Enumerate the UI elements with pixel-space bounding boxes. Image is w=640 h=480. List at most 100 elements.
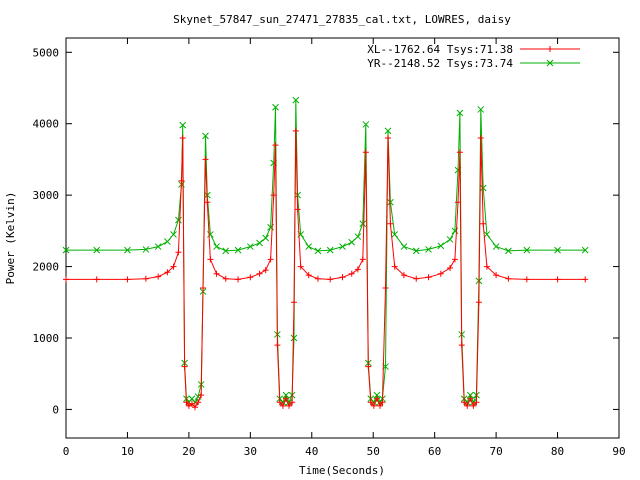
data-point (348, 238, 356, 246)
data-point (379, 399, 386, 406)
data-point (93, 276, 100, 283)
data-point (290, 299, 297, 306)
data-point (142, 246, 150, 253)
data-point (581, 246, 589, 254)
data-point (339, 274, 346, 281)
data-point (200, 285, 207, 291)
data-point (272, 103, 279, 111)
y-tick-label: 4000 (33, 118, 60, 131)
data-point (93, 246, 101, 254)
x-tick-label: 40 (305, 445, 318, 458)
y-axis-label: Power (Kelvin) (4, 192, 17, 285)
y-tick-label: 5000 (33, 46, 60, 59)
data-point (204, 199, 211, 206)
data-point (222, 275, 229, 282)
y-tick-label: 1000 (33, 332, 60, 345)
data-point (289, 399, 296, 406)
legend: XL--1762.64 Tsys:71.38 YR--2148.52 Tsys:… (367, 43, 580, 70)
data-point (198, 392, 205, 399)
data-point (382, 285, 389, 291)
data-point (354, 233, 362, 240)
data-point (400, 243, 408, 250)
y-tick-label: 3000 (33, 189, 60, 202)
data-point (170, 231, 177, 238)
data-point (373, 395, 380, 402)
data-point (247, 274, 254, 281)
x-axis: 0 10 20 30 40 50 60 70 80 90 (63, 38, 626, 458)
data-point (142, 275, 149, 282)
data-point (292, 96, 300, 104)
data-point (554, 246, 561, 254)
data-point (391, 231, 399, 238)
data-point (466, 391, 474, 399)
x-tick-label: 70 (489, 445, 502, 458)
data-point (437, 270, 444, 277)
data-point (282, 395, 289, 402)
x-tick-label: 90 (612, 445, 625, 458)
data-point (387, 220, 394, 227)
data-point (192, 404, 199, 411)
data-point (387, 198, 394, 206)
data-point (262, 234, 270, 242)
x-tick-label: 50 (367, 445, 380, 458)
data-point (213, 243, 220, 250)
data-point (523, 276, 530, 283)
data-point (62, 246, 70, 254)
legend-marker (546, 59, 554, 67)
data-point (286, 402, 293, 409)
data-point (175, 249, 182, 256)
y-tick-label: 0 (52, 403, 59, 416)
data-point (425, 274, 432, 281)
data-point (348, 270, 355, 277)
data-point (274, 342, 281, 349)
x-tick-label: 80 (551, 445, 564, 458)
data-point (202, 156, 209, 163)
data-point (175, 216, 182, 224)
data-point (282, 391, 290, 399)
data-point (354, 266, 361, 273)
data-point (370, 402, 377, 409)
data-point (479, 184, 487, 192)
data-point (384, 127, 392, 135)
x-tick-label: 60 (428, 445, 441, 458)
data-point (195, 399, 202, 406)
series-layer (62, 96, 589, 411)
data-point (290, 334, 298, 342)
data-point (384, 135, 391, 141)
data-point (412, 247, 420, 255)
data-point (179, 121, 187, 129)
data-point (391, 263, 398, 270)
data-point (523, 246, 531, 254)
data-point (461, 399, 468, 406)
data-point (202, 132, 209, 140)
data-point (154, 243, 162, 250)
data-point (464, 402, 471, 409)
data-point (376, 402, 383, 409)
data-point (455, 199, 462, 206)
data-point (365, 363, 372, 370)
data-point (467, 395, 474, 402)
data-point (477, 135, 484, 141)
data-point (183, 399, 190, 406)
x-tick-label: 10 (121, 445, 134, 458)
data-point (447, 265, 454, 271)
data-point (458, 342, 465, 349)
data-point (483, 231, 491, 238)
data-point (400, 272, 407, 279)
legend-label-yr: YR--2148.52 Tsys:73.74 (367, 57, 513, 70)
data-point (373, 391, 381, 399)
data-point (279, 402, 286, 409)
data-point (272, 142, 279, 149)
data-point (270, 192, 277, 199)
data-point (267, 256, 274, 263)
data-point (207, 256, 214, 263)
data-point (339, 243, 346, 250)
data-point (188, 400, 195, 407)
data-point (213, 270, 220, 277)
data-point (235, 276, 242, 283)
data-point (327, 276, 334, 283)
series-1 (62, 96, 589, 406)
x-tick-label: 0 (63, 445, 70, 458)
data-point (305, 243, 313, 250)
data-point (473, 399, 480, 406)
